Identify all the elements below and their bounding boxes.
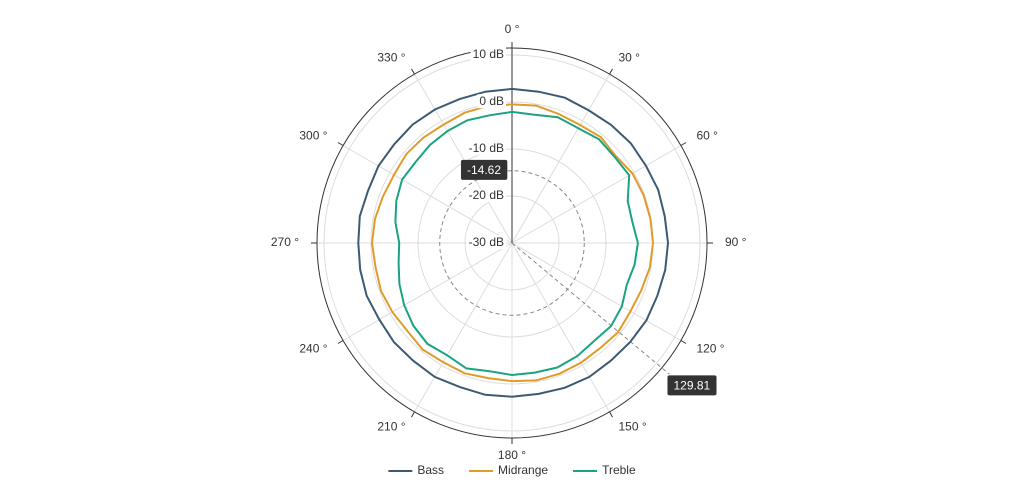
series-line	[357, 87, 670, 398]
angular-tick-label: 210 °	[377, 420, 405, 434]
crosshair-label: -14.62	[467, 163, 501, 177]
legend-label: Bass	[417, 463, 444, 477]
grid-spoke	[511, 242, 610, 413]
angular-tick	[411, 68, 415, 75]
angular-tick	[337, 142, 344, 146]
grid-spoke	[342, 242, 513, 341]
grid-spoke	[414, 73, 513, 244]
crosshair-circle	[439, 170, 585, 316]
angular-tick-label: 120 °	[696, 342, 724, 356]
angular-tick	[680, 142, 687, 146]
angular-tick	[609, 68, 613, 75]
radial-tick-label: -30 dB	[469, 235, 504, 249]
angular-tick-label: 90 °	[725, 235, 747, 249]
series-line	[370, 103, 655, 383]
grid-spoke	[342, 145, 513, 244]
radial-tick-label: 0 dB	[479, 94, 504, 108]
grid-spoke	[414, 242, 513, 413]
angular-tick-label: 60 °	[696, 129, 718, 143]
crosshair-line	[511, 242, 670, 375]
radial-tick-label: -10 dB	[469, 141, 504, 155]
angular-tick-label: 150 °	[619, 420, 647, 434]
radial-tick-label: 10 dB	[473, 47, 504, 61]
crosshair-label-bg	[667, 375, 717, 396]
legend-label: Midrange	[498, 463, 548, 477]
grid-spoke	[511, 73, 610, 244]
radial-label-bg	[470, 47, 506, 62]
radial-label-bg	[466, 141, 506, 156]
angular-tick-label: 30 °	[619, 51, 641, 65]
crosshair-label-bg	[460, 159, 508, 180]
angular-tick-label: 300 °	[299, 129, 327, 143]
angular-tick	[337, 340, 344, 344]
crosshair-label: 129.81	[673, 378, 710, 392]
series-line	[394, 110, 639, 377]
angular-tick-label: 240 °	[299, 342, 327, 356]
angular-tick-label: 180 °	[498, 448, 526, 462]
angular-tick	[680, 340, 687, 344]
radial-label-bg	[477, 94, 506, 109]
radial-tick-label: -20 dB	[469, 188, 504, 202]
angular-tick-label: 0 °	[505, 22, 520, 36]
angular-tick-label: 270 °	[271, 235, 299, 249]
angular-tick-label: 330 °	[377, 51, 405, 65]
legend: Bass Midrange Treble	[388, 463, 636, 477]
grid-spoke	[511, 145, 682, 244]
legend-label: Treble	[602, 463, 636, 477]
radial-label-bg	[466, 235, 506, 250]
angular-tick	[411, 411, 415, 418]
angular-tick	[609, 411, 613, 418]
radial-label-bg	[466, 188, 506, 203]
grid-spoke	[511, 242, 682, 341]
